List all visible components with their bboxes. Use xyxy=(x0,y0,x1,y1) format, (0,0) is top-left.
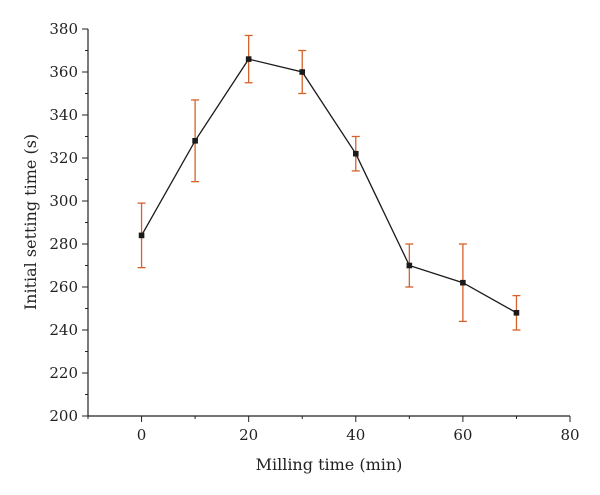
data-point xyxy=(138,232,145,239)
series-polyline xyxy=(140,58,517,314)
data-points xyxy=(138,56,520,316)
data-point xyxy=(299,69,306,75)
x-tick-label: 0 xyxy=(137,426,147,444)
y-tick-label: 360 xyxy=(49,63,78,81)
x-tick-label: 80 xyxy=(560,426,579,444)
x-tick-label: 40 xyxy=(346,426,365,444)
y-tick-label: 260 xyxy=(49,278,78,296)
y-tick-label: 200 xyxy=(49,407,78,425)
data-point xyxy=(245,56,252,62)
data-point xyxy=(352,150,359,157)
x-axis-title: Milling time (min) xyxy=(256,455,403,474)
y-axis-title: Initial setting time (s) xyxy=(21,134,40,310)
y-tick-label: 240 xyxy=(49,321,78,339)
x-tick-label: 60 xyxy=(453,426,472,444)
data-point xyxy=(192,138,198,144)
data-point xyxy=(513,310,520,316)
error-bars xyxy=(137,34,521,331)
y-tick-label: 340 xyxy=(49,106,78,124)
y-tick-label: 300 xyxy=(49,192,78,210)
axes xyxy=(87,29,570,417)
x-tick-label: 20 xyxy=(239,426,258,444)
y-tick-label: 280 xyxy=(49,235,78,253)
y-tick-label: 220 xyxy=(49,364,78,382)
y-axis-ticks: 200 220 240 260 280 300 320 340 360 380 xyxy=(49,20,88,425)
y-tick-label: 320 xyxy=(49,149,78,167)
x-axis-ticks: 0 20 40 60 80 xyxy=(87,416,580,444)
y-tick-label: 380 xyxy=(49,20,78,38)
data-point xyxy=(406,262,413,269)
series-line xyxy=(140,58,517,314)
data-point xyxy=(460,279,466,286)
